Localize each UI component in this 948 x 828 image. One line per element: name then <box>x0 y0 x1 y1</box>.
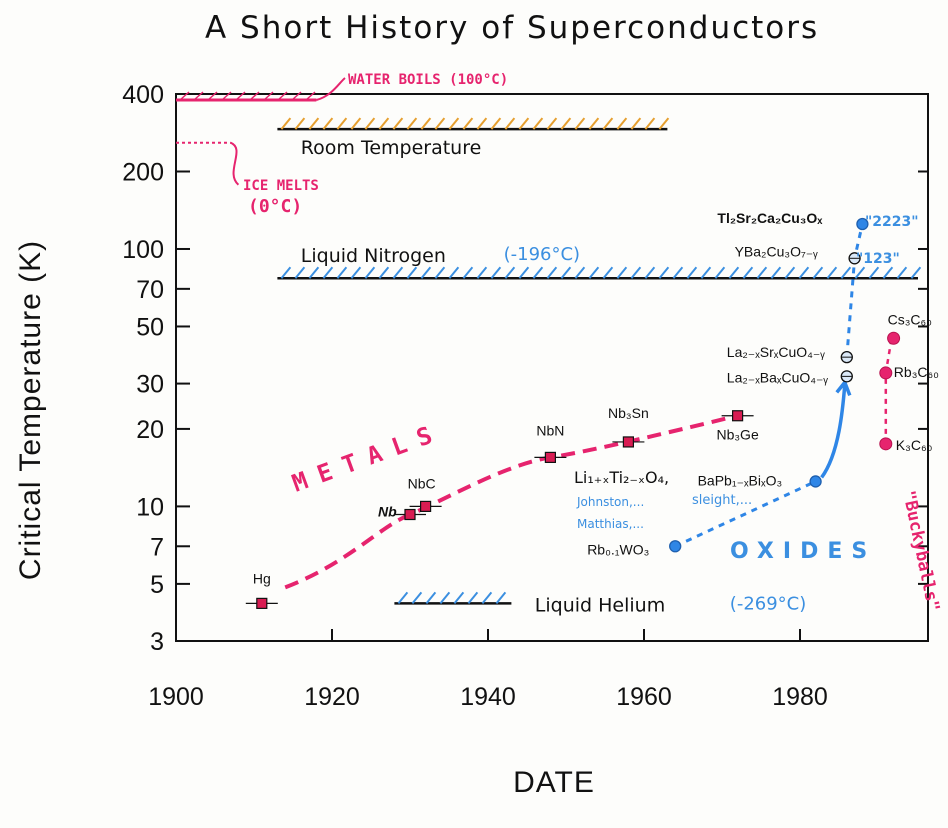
y-tick-label: 20 <box>136 416 164 444</box>
oxide-point <box>856 217 869 231</box>
x-tick-label: 1920 <box>304 683 360 711</box>
x-axis-label: DATE <box>513 766 595 799</box>
water-boils-label: WATER BOILS (100°C) <box>348 72 508 88</box>
point-label: NbN <box>536 422 564 438</box>
liquid-nitrogen-line <box>277 266 922 280</box>
oxides-rise-arrow <box>820 378 852 479</box>
point-label: BaPb₁₋ₓBiₓO₃ <box>698 472 783 488</box>
buckyballs-trend-curve <box>884 338 893 444</box>
oxides-annotation: OXIDES <box>730 539 876 564</box>
y-tick-label: 5 <box>150 571 164 599</box>
point-label: La₂₋ₓSrₓCuO₄₋ᵧ <box>727 344 825 360</box>
metals-trend-curve <box>284 413 739 590</box>
x-tick-label: 1980 <box>772 683 828 711</box>
reference-lines: Liquid Helium (-269°C) Liquid Nitrogen (-19… <box>176 72 922 616</box>
oxide-point <box>809 475 822 488</box>
oxide-point <box>669 540 682 553</box>
y-tick-label: 3 <box>150 628 164 656</box>
liquid-nitrogen-label: Liquid Nitrogen <box>301 245 446 267</box>
buckyball-point <box>887 331 901 345</box>
point-label: Nb₃Ge <box>716 427 758 443</box>
y-tick-label: 30 <box>136 371 164 399</box>
point-label: Nb <box>378 504 397 520</box>
water-boils-pointer <box>316 77 346 101</box>
metal-point <box>731 410 744 422</box>
liquid-helium-temp: (-269°C) <box>730 593 806 614</box>
point-label: YBa₂Cu₃O₇₋ᵧ <box>735 243 819 259</box>
point-labels: Hg Nb NbC NbN Nb₃Sn Nb₃Ge Rb₀.₁WO₃ BaPb₁₋ₓBiₓO₃… <box>253 210 939 586</box>
room-temperature-label: Room Temperature <box>301 137 482 159</box>
metal-point <box>404 508 416 521</box>
room-temperature-line <box>277 117 670 131</box>
ice-melts-pointer <box>230 141 240 186</box>
y-tick-label: 70 <box>136 276 164 304</box>
johnston-annotation: Johnston,... <box>576 495 644 509</box>
sleight-annotation: sleight,... <box>692 493 752 508</box>
metal-point <box>256 597 268 609</box>
point-label: La₂₋ₓBaₓCuO₄₋ᵧ <box>727 369 829 385</box>
y-tick-label: 7 <box>150 533 164 561</box>
x-tick-label: 1960 <box>616 683 672 711</box>
liquid-helium-line <box>394 591 512 605</box>
y-tick-label: 400 <box>122 81 164 109</box>
buckyballs-annotation: "Buckyballs" <box>898 489 943 613</box>
x-tick-label: 1900 <box>148 683 204 711</box>
li-ti-o-annotation: Li₁₊ₓTi₂₋ₓO₄, <box>574 468 669 487</box>
metal-point <box>420 500 432 513</box>
metal-point <box>544 451 557 464</box>
x-axis: 1900 1920 1940 1960 1980 <box>148 629 828 711</box>
y-tick-label: 50 <box>136 313 164 341</box>
buckyball-point <box>879 437 893 451</box>
tag-2223-annotation: "2223" <box>865 214 919 230</box>
y-tick-label: 100 <box>122 236 164 264</box>
point-label: Hg <box>253 570 271 586</box>
y-axis: 3 5 7 10 20 30 50 70 100 200 400 <box>122 81 928 656</box>
matthias-annotation: Matthias,... <box>577 517 644 531</box>
buckyball-point <box>879 366 893 380</box>
chart-title: A Short History of Superconductors <box>205 10 819 46</box>
tag-123-annotation: "123" <box>856 251 900 267</box>
liquid-nitrogen-temp: (-196°C) <box>504 244 580 265</box>
point-label: K₃C₆₀ <box>896 437 933 453</box>
liquid-helium-label: Liquid Helium <box>535 594 665 616</box>
ice-melts-label: ICE MELTS <box>243 178 319 194</box>
plot-frame <box>175 93 929 642</box>
point-label: Cs₃C₆₀ <box>888 311 933 327</box>
point-label: Nb₃Sn <box>608 405 649 421</box>
metal-point <box>622 436 635 448</box>
y-tick-label: 10 <box>136 493 164 521</box>
point-label: NbC <box>408 475 436 491</box>
y-tick-label: 200 <box>122 158 164 186</box>
ice-melts-temp: (0°C) <box>248 196 302 217</box>
point-label: Rb₃C₆₀ <box>894 364 939 380</box>
point-label: Rb₀.₁WO₃ <box>587 541 649 557</box>
x-tick-label: 1940 <box>460 683 516 711</box>
data-points <box>245 217 901 609</box>
point-label: Tl₂Sr₂Ca₂Cu₃Oₓ <box>717 210 823 226</box>
y-axis-label: Critical Temperature (K) <box>14 240 47 580</box>
